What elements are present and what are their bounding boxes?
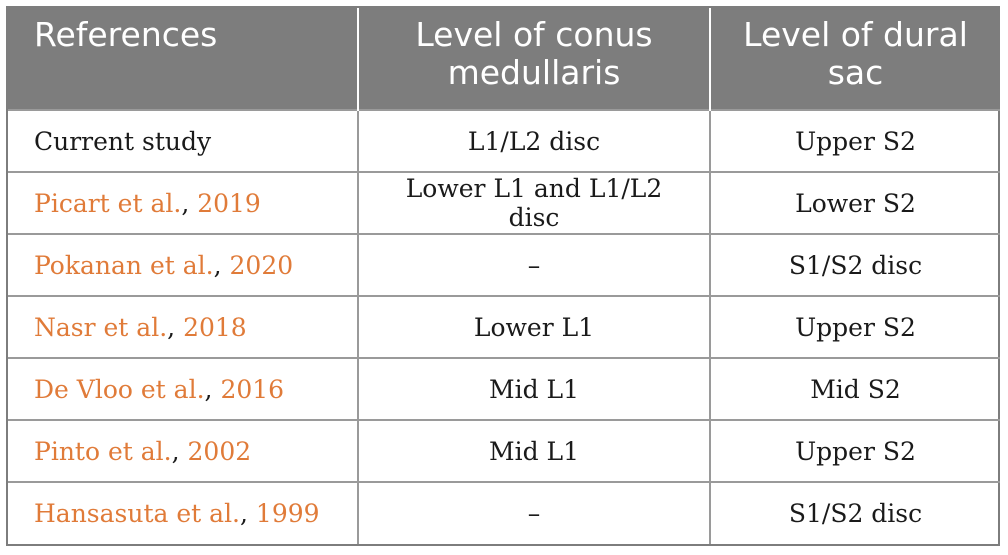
reference-year-link[interactable]: 2018: [183, 312, 247, 342]
dural-sac-level-cell: S1/S2 disc: [710, 481, 1000, 544]
references-table-container: References Level of conus medullaris Lev…: [6, 6, 1000, 546]
reference-author-link[interactable]: Pokanan et al.: [34, 250, 214, 280]
reference-year-link[interactable]: 2020: [229, 250, 294, 280]
reference-author-link[interactable]: Picart et al.: [34, 188, 182, 218]
conus-level-cell: L1/L2 disc: [358, 109, 711, 172]
reference-author-link[interactable]: Hansasuta et al.: [34, 499, 241, 528]
table-row: De Vloo et al., 2016 Mid L1 Mid S2: [8, 357, 1000, 420]
conus-level-cell: Lower L1 and L1/L2 disc: [358, 171, 711, 234]
reference-year-link[interactable]: 2016: [220, 374, 285, 404]
dural-sac-level-cell: Upper S2: [710, 419, 1000, 482]
reference-separator: ,: [181, 188, 198, 218]
reference-cell: Nasr et al., 2018: [8, 295, 359, 358]
reference-cell: Current study: [8, 109, 359, 172]
conus-level-cell: –: [358, 233, 711, 296]
conus-level-cell: Lower L1: [358, 295, 711, 358]
reference-year-link[interactable]: 2002: [187, 436, 252, 466]
header-row: References Level of conus medullaris Lev…: [8, 8, 1000, 110]
dural-sac-level-cell: Mid S2: [710, 357, 1000, 420]
dural-sac-level-cell: Lower S2: [710, 171, 1000, 234]
table-row: Pokanan et al., 2020– S1/S2 disc: [8, 233, 1000, 296]
reference-year-link[interactable]: 2019: [197, 188, 261, 218]
conus-level-cell: –: [358, 481, 711, 544]
reference-author: Current study: [34, 126, 212, 156]
table-row: Nasr et al., 2018 Lower L1 Upper S2: [8, 295, 1000, 358]
dural-sac-level-cell: Upper S2: [710, 295, 1000, 358]
reference-separator: ,: [240, 499, 256, 528]
table-row: Pinto et al., 2002 Mid L1 Upper S2: [8, 419, 1000, 482]
table-row: Current study L1/L2 disc Upper S2: [8, 109, 1000, 172]
table-row: Hansasuta et al., 1999– S1/S2 disc: [8, 481, 1000, 544]
reference-cell: Pokanan et al., 2020: [8, 233, 359, 296]
dural-sac-level-cell: S1/S2 disc: [710, 233, 1000, 296]
table-row: Picart et al., 2019 Lower L1 and L1/L2 di…: [8, 171, 1000, 234]
reference-cell: Hansasuta et al., 1999: [8, 481, 359, 544]
references-table: References Level of conus medullaris Lev…: [8, 8, 1000, 544]
reference-author-link[interactable]: Nasr et al.: [34, 312, 168, 342]
reference-separator: ,: [204, 374, 221, 404]
reference-separator: ,: [171, 436, 188, 466]
reference-author-link[interactable]: De Vloo et al.: [34, 374, 205, 404]
reference-cell: De Vloo et al., 2016: [8, 357, 359, 420]
conus-level-cell: Mid L1: [358, 357, 711, 420]
conus-level-cell: Mid L1: [358, 419, 711, 482]
reference-separator: ,: [167, 312, 184, 342]
header-conus-medullaris: Level of conus medullaris: [358, 8, 711, 110]
reference-separator: ,: [213, 250, 230, 280]
dural-sac-level-cell: Upper S2: [710, 109, 1000, 172]
header-dural-sac: Level of dural sac: [710, 8, 1000, 110]
reference-author-link[interactable]: Pinto et al.: [34, 436, 172, 466]
reference-cell: Pinto et al., 2002: [8, 419, 359, 482]
reference-cell: Picart et al., 2019: [8, 171, 359, 234]
reference-year-link[interactable]: 1999: [255, 499, 320, 528]
header-references: References: [8, 8, 359, 110]
